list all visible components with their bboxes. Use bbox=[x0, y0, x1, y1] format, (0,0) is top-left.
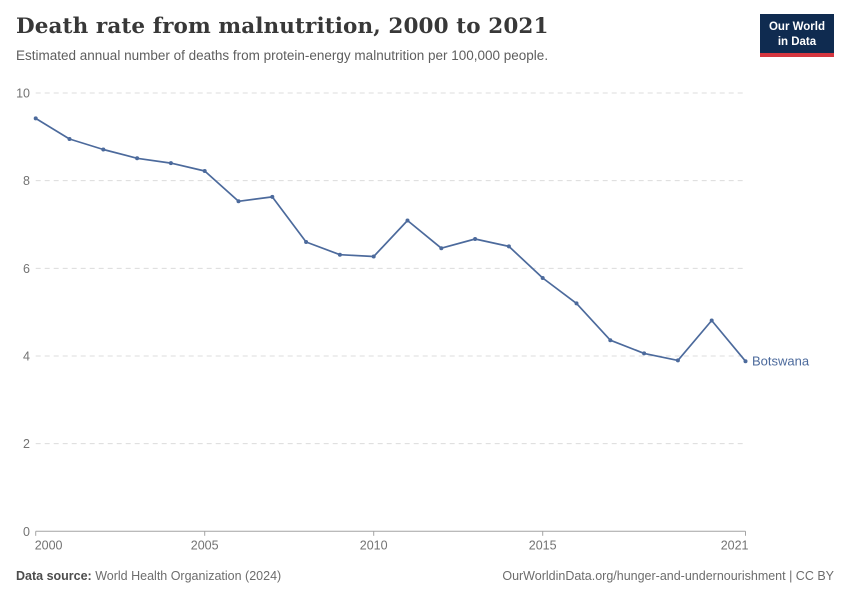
x-tick-label: 2021 bbox=[721, 538, 749, 552]
x-tick-label: 2000 bbox=[35, 538, 63, 552]
line-chart-canvas[interactable]: 0 2 4 6 8 10 2000 2005 2010 2015 2021 Botswana bbox=[0, 86, 850, 562]
chart-header: Death rate from malnutrition, 2000 to 20… bbox=[16, 14, 834, 63]
chart-title: Death rate from malnutrition, 2000 to 20… bbox=[16, 14, 549, 39]
data-point-2015[interactable] bbox=[540, 276, 545, 280]
data-point-2014[interactable] bbox=[506, 244, 511, 249]
x-tick-label: 2010 bbox=[360, 538, 388, 552]
x-tick-label: 2015 bbox=[529, 538, 557, 552]
data-point-2001[interactable] bbox=[67, 137, 72, 141]
chart-subtitle: Estimated annual number of deaths from p… bbox=[16, 48, 549, 63]
data-source: Data source: World Health Organization (… bbox=[16, 569, 281, 583]
data-point-2003[interactable] bbox=[135, 156, 140, 161]
y-tick-label: 6 bbox=[23, 262, 30, 276]
entity-label: Botswana bbox=[752, 354, 810, 369]
y-tick-label: 2 bbox=[23, 437, 30, 451]
data-source-label: Data source: bbox=[16, 569, 92, 583]
data-point-2005[interactable] bbox=[202, 169, 207, 173]
y-tick-label: 0 bbox=[23, 525, 30, 539]
x-tick-label: 2005 bbox=[191, 538, 219, 552]
owid-logo: Our World in Data bbox=[759, 14, 834, 58]
data-point-2012[interactable] bbox=[439, 246, 444, 251]
data-point-2021[interactable] bbox=[743, 359, 748, 364]
data-point-2020[interactable] bbox=[709, 318, 714, 323]
credit-link[interactable]: OurWorldinData.org/hunger-and-undernouri… bbox=[502, 569, 834, 583]
data-point-2002[interactable] bbox=[101, 147, 106, 152]
owid-logo-line1: Our World bbox=[768, 21, 825, 33]
data-source-value: World Health Organization (2024) bbox=[95, 569, 282, 583]
data-point-2009[interactable] bbox=[337, 252, 342, 257]
data-point-2006[interactable] bbox=[236, 199, 241, 204]
data-point-2018[interactable] bbox=[642, 351, 647, 356]
data-point-2007[interactable] bbox=[270, 194, 275, 199]
chart-footer: Data source: World Health Organization (… bbox=[16, 569, 834, 583]
data-point-2010[interactable] bbox=[371, 254, 376, 259]
y-tick-label: 8 bbox=[23, 174, 30, 188]
data-point-2004[interactable] bbox=[168, 161, 173, 166]
data-point-2019[interactable] bbox=[675, 358, 680, 363]
data-point-2008[interactable] bbox=[304, 240, 309, 244]
data-point-2011[interactable] bbox=[405, 218, 410, 223]
data-point-2017[interactable] bbox=[608, 338, 613, 343]
data-point-2016[interactable] bbox=[574, 301, 579, 306]
y-tick-label: 4 bbox=[23, 349, 30, 363]
data-line bbox=[35, 117, 747, 362]
data-point-2000[interactable] bbox=[33, 116, 38, 121]
data-point-2013[interactable] bbox=[473, 237, 478, 241]
y-tick-label: 10 bbox=[16, 87, 30, 101]
owid-logo-line2: in Data bbox=[777, 35, 817, 48]
